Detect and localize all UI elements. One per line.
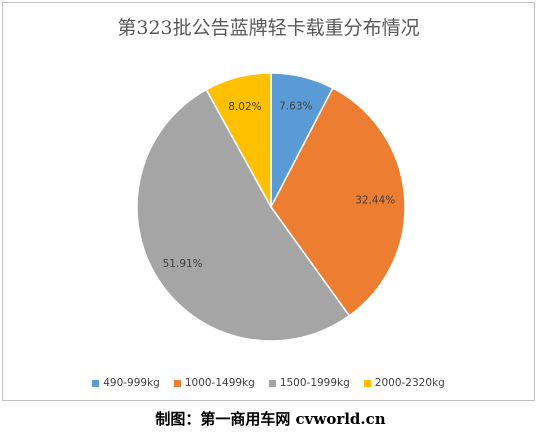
pie-slice-2000-2320kg bbox=[205, 72, 272, 208]
legend: 490-999kg 1000-1499kg 1500-1999kg 2000-2320… bbox=[3, 377, 534, 389]
data-label-1000-1499kg: 32.44% bbox=[355, 194, 395, 206]
legend-label: 1000-1499kg bbox=[184, 377, 255, 389]
legend-swatch bbox=[363, 379, 371, 387]
legend-item-1000-1499kg: 1000-1499kg bbox=[173, 377, 255, 389]
chart-frame: 第323批公告蓝牌轻卡载重分布情况 7.63% 32.44% 51.91% 8.02%… bbox=[2, 2, 535, 401]
legend-swatch bbox=[173, 379, 181, 387]
source-caption: 制图：第一商用车网 cvworld.cn bbox=[155, 410, 386, 428]
data-label-2000-2320kg: 8.02% bbox=[228, 101, 261, 113]
legend-item-2000-2320kg: 2000-2320kg bbox=[363, 377, 445, 389]
data-label-490-999kg: 7.63% bbox=[279, 100, 312, 112]
legend-item-1500-1999kg: 1500-1999kg bbox=[268, 377, 350, 389]
data-label-1500-1999kg: 51.91% bbox=[163, 258, 203, 270]
pie-slice-1000-1499kg bbox=[270, 87, 406, 317]
pie-chart: 7.63% 32.44% 51.91% 8.02% bbox=[136, 72, 406, 342]
legend-item-490-999kg: 490-999kg bbox=[92, 377, 160, 389]
legend-swatch bbox=[268, 379, 276, 387]
legend-label: 2000-2320kg bbox=[374, 377, 445, 389]
legend-label: 490-999kg bbox=[103, 377, 160, 389]
legend-label: 1500-1999kg bbox=[279, 377, 350, 389]
legend-swatch bbox=[92, 379, 100, 387]
chart-title: 第323批公告蓝牌轻卡载重分布情况 bbox=[117, 17, 420, 39]
pie-slice-1500-1999kg bbox=[136, 88, 351, 342]
